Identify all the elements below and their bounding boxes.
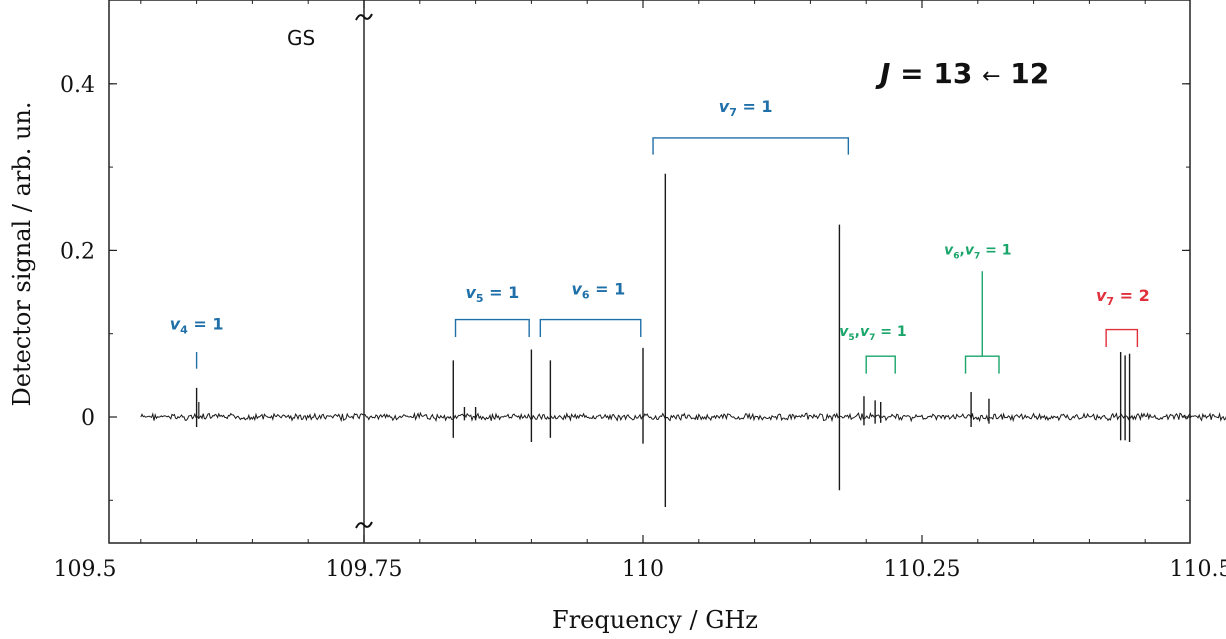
x-tick-label: 110.25 bbox=[884, 557, 961, 582]
annotation-label: v7 = 2 bbox=[1096, 286, 1150, 308]
label-symbol: v bbox=[944, 243, 954, 259]
label-symbol: v bbox=[571, 280, 582, 299]
x-axis-label: Frequency / GHz bbox=[552, 606, 758, 634]
label-value: = 1 bbox=[590, 280, 626, 299]
label-subscript: 4 bbox=[180, 324, 188, 337]
annotation-v6: v6 = 1 bbox=[539, 280, 642, 338]
annotation-label: v5 = 1 bbox=[465, 283, 519, 305]
annotation-v5: v5 = 1 bbox=[454, 283, 530, 338]
label-subscript: 7 bbox=[729, 106, 737, 119]
label-value: = 1 bbox=[980, 243, 1011, 259]
label-value: = 1 bbox=[188, 315, 224, 334]
bracket-bar bbox=[454, 318, 530, 338]
label-subscript-2: 7 bbox=[974, 252, 980, 262]
label-comma: , bbox=[960, 243, 965, 259]
annotation-v7_2: v7 = 2 bbox=[1096, 286, 1150, 348]
transition-upper: = 13 bbox=[890, 57, 982, 90]
annotation-v4: v4 = 1 bbox=[170, 315, 224, 369]
bracket-bar bbox=[865, 355, 896, 374]
label-subscript: 6 bbox=[953, 252, 959, 262]
annotation-label: v6,v7 = 1 bbox=[944, 243, 1011, 262]
annotation-label: v7 = 1 bbox=[719, 97, 773, 119]
label-symbol-2: v bbox=[965, 243, 975, 259]
bracket-bar bbox=[652, 137, 850, 155]
label-symbol-2: v bbox=[860, 324, 870, 340]
gs-label: GS bbox=[287, 26, 315, 50]
break-mark bbox=[355, 13, 373, 21]
spectrum-trace bbox=[140, 0, 1226, 542]
axis-ticks: 109.5109.75110110.25110.5110.75111111.25… bbox=[54, 0, 1226, 582]
label-subscript: 6 bbox=[582, 289, 590, 302]
x-tick-label: 109.5 bbox=[54, 557, 117, 582]
band-annotations: v4 = 1v5 = 1 v6 = 1v7 = 1v5,v7 = 1v6,v7 =… bbox=[170, 97, 1150, 374]
label-comma: , bbox=[855, 324, 860, 340]
break-mark bbox=[355, 521, 373, 529]
annotation-v6v7: v6,v7 = 1 bbox=[944, 243, 1011, 374]
x-tick-label: 110 bbox=[622, 557, 664, 582]
label-value: = 1 bbox=[484, 283, 520, 302]
x-tick-label: 109.75 bbox=[326, 557, 403, 582]
label-symbol: v bbox=[170, 315, 181, 334]
annotation-label: v6 = 1 bbox=[571, 280, 625, 302]
annotation-v7: v7 = 1 bbox=[652, 97, 850, 155]
annotation-label: v4 = 1 bbox=[170, 315, 224, 337]
label-value: = 2 bbox=[1114, 286, 1150, 305]
baseline-noise bbox=[140, 411, 1226, 423]
label-symbol: v bbox=[839, 324, 849, 340]
label-subscript-2: 7 bbox=[869, 333, 875, 343]
label-value: = 1 bbox=[875, 324, 906, 340]
y-tick-label: 0.4 bbox=[60, 73, 95, 98]
y-tick-label: 0.2 bbox=[60, 239, 95, 264]
y-axis-label: Detector signal / arb. un. bbox=[8, 101, 36, 406]
transition-lower: 12 bbox=[1001, 57, 1050, 90]
annotation-label: v5,v7 = 1 bbox=[839, 324, 906, 343]
annotation-v5v7: v5,v7 = 1 bbox=[839, 324, 907, 374]
label-subscript: 7 bbox=[1106, 295, 1114, 308]
bracket-bar bbox=[539, 318, 642, 338]
bracket-bar bbox=[964, 355, 1000, 374]
label-symbol: v bbox=[1096, 286, 1107, 305]
x-tick-label: 110.5 bbox=[1170, 557, 1226, 582]
axis-break-marks bbox=[355, 13, 373, 529]
label-subscript: 5 bbox=[848, 333, 854, 343]
label-subscript: 5 bbox=[476, 292, 484, 305]
label-symbol: v bbox=[719, 97, 730, 116]
plot-frame bbox=[108, 0, 1191, 544]
transition-label: J = 13 ← 12 bbox=[875, 57, 1049, 90]
transition-arrow: ← bbox=[982, 64, 1000, 89]
label-symbol: v bbox=[465, 283, 476, 302]
transition-j: J bbox=[875, 57, 890, 90]
y-tick-label: 0 bbox=[81, 406, 95, 431]
bracket-bar bbox=[1105, 328, 1139, 348]
label-value: = 1 bbox=[737, 97, 773, 116]
